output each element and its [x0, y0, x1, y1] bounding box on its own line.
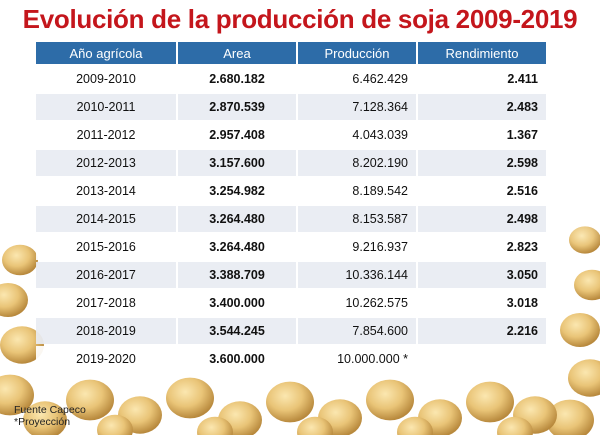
cell-production: 7.128.364 — [298, 94, 416, 120]
cell-production: 6.462.429 — [298, 66, 416, 92]
source-note: Fuente Capeco *Proyección — [14, 404, 86, 428]
soybean-shape — [366, 379, 414, 421]
table-row: 2011-2012 2.957.408 4.043.039 1.367 — [36, 122, 546, 148]
cell-yield — [418, 346, 546, 372]
cell-yield: 1.367 — [418, 122, 546, 148]
cell-production: 10.336.144 — [298, 262, 416, 288]
cell-production: 4.043.039 — [298, 122, 416, 148]
cell-yield: 2.411 — [418, 66, 546, 92]
soybean-shape — [297, 416, 333, 435]
table-row: 2013-2014 3.254.982 8.189.542 2.516 — [36, 178, 546, 204]
cell-production: 8.202.190 — [298, 150, 416, 176]
cell-area: 3.388.709 — [178, 262, 296, 288]
cell-yield: 2.516 — [418, 178, 546, 204]
cell-year: 2016-2017 — [36, 262, 176, 288]
table-header-row: Año agrícola Area Producción Rendimiento — [36, 42, 546, 64]
cell-production: 10.000.000 * — [298, 346, 416, 372]
soybean-shape — [197, 416, 233, 435]
column-header-year: Año agrícola — [36, 42, 176, 64]
cell-yield: 3.050 — [418, 262, 546, 288]
cell-area: 2.680.182 — [178, 66, 296, 92]
column-header-yield: Rendimiento — [418, 42, 546, 64]
table-row: 2012-2013 3.157.600 8.202.190 2.598 — [36, 150, 546, 176]
soy-production-table: Año agrícola Area Producción Rendimiento… — [34, 40, 548, 374]
cell-production: 7.854.600 — [298, 318, 416, 344]
cell-year: 2017-2018 — [36, 290, 176, 316]
table-row: 2014-2015 3.264.480 8.153.587 2.498 — [36, 206, 546, 232]
soybean-shape — [266, 381, 314, 423]
soybean-shape — [497, 416, 533, 435]
table-row: 2016-2017 3.388.709 10.336.144 3.050 — [36, 262, 546, 288]
cell-area: 3.400.000 — [178, 290, 296, 316]
table-row: 2009-2010 2.680.182 6.462.429 2.411 — [36, 66, 546, 92]
cell-production: 10.262.575 — [298, 290, 416, 316]
chart-title: Evolución de la producción de soja 2009-… — [22, 4, 578, 34]
soybean-shape — [560, 313, 600, 347]
table-row: 2018-2019 3.544.245 7.854.600 2.216 — [36, 318, 546, 344]
cell-yield: 3.018 — [418, 290, 546, 316]
soybean-shape — [2, 244, 38, 276]
cell-yield: 2.598 — [418, 150, 546, 176]
soybean-shape — [0, 283, 28, 317]
cell-area: 3.157.600 — [178, 150, 296, 176]
cell-area: 2.957.408 — [178, 122, 296, 148]
column-header-area: Area — [178, 42, 296, 64]
table-row: 2019-2020 3.600.000 10.000.000 * — [36, 346, 546, 372]
soybean-shape — [0, 326, 44, 364]
cell-yield: 2.216 — [418, 318, 546, 344]
cell-production: 9.216.937 — [298, 234, 416, 260]
cell-yield: 2.483 — [418, 94, 546, 120]
cell-yield: 2.823 — [418, 234, 546, 260]
soybean-shape — [466, 381, 514, 423]
cell-year: 2012-2013 — [36, 150, 176, 176]
cell-year: 2018-2019 — [36, 318, 176, 344]
soybean-shape — [574, 269, 600, 301]
table-row: 2015-2016 3.264.480 9.216.937 2.823 — [36, 234, 546, 260]
cell-area: 2.870.539 — [178, 94, 296, 120]
source-label: Fuente Capeco — [14, 404, 86, 416]
soybean-shape — [97, 414, 133, 435]
cell-year: 2009-2010 — [36, 66, 176, 92]
cell-year: 2014-2015 — [36, 206, 176, 232]
table-body: 2009-2010 2.680.182 6.462.429 2.411 2010-201… — [36, 66, 546, 372]
column-header-production: Producción — [298, 42, 416, 64]
cell-yield: 2.498 — [418, 206, 546, 232]
cell-production: 8.189.542 — [298, 178, 416, 204]
cell-area: 3.600.000 — [178, 346, 296, 372]
cell-year: 2019-2020 — [36, 346, 176, 372]
cell-year: 2013-2014 — [36, 178, 176, 204]
table-row: 2010-2011 2.870.539 7.128.364 2.483 — [36, 94, 546, 120]
soybean-shape — [0, 374, 34, 416]
soybean-shape — [546, 399, 594, 435]
soybean-shape — [66, 379, 114, 421]
cell-area: 3.254.982 — [178, 178, 296, 204]
cell-year: 2011-2012 — [36, 122, 176, 148]
cell-year: 2015-2016 — [36, 234, 176, 260]
cell-production: 8.153.587 — [298, 206, 416, 232]
soybean-shape — [23, 401, 67, 435]
soybean-shape — [397, 416, 433, 435]
soybean-shape — [568, 359, 600, 397]
cell-area: 3.264.480 — [178, 234, 296, 260]
soybean-shape — [166, 377, 214, 419]
projection-note: *Proyección — [14, 416, 71, 428]
cell-area: 3.544.245 — [178, 318, 296, 344]
cell-area: 3.264.480 — [178, 206, 296, 232]
cell-year: 2010-2011 — [36, 94, 176, 120]
table-row: 2017-2018 3.400.000 10.262.575 3.018 — [36, 290, 546, 316]
